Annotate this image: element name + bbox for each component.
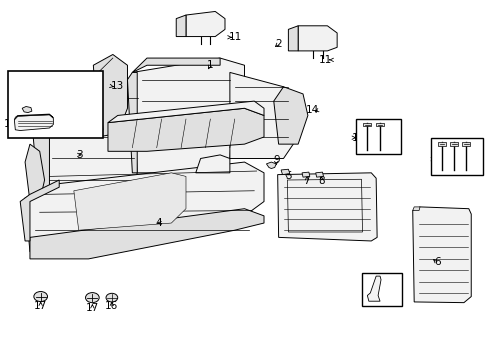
Text: 13: 13 [110,81,123,91]
Polygon shape [132,58,220,72]
Text: 11: 11 [228,32,242,42]
Circle shape [106,293,118,302]
Text: 15: 15 [157,133,170,143]
Polygon shape [185,12,224,37]
Polygon shape [229,72,293,158]
Circle shape [34,292,47,302]
Text: 17: 17 [34,301,47,311]
Polygon shape [108,101,264,123]
Polygon shape [195,155,229,173]
Polygon shape [412,207,419,211]
Text: 19: 19 [40,105,53,115]
Polygon shape [40,80,122,90]
Polygon shape [298,26,336,51]
Bar [8,71,103,138]
Bar [430,138,483,175]
Text: 2: 2 [275,39,282,49]
Text: 14: 14 [305,105,318,115]
Polygon shape [315,172,323,177]
Polygon shape [281,169,289,175]
Bar [355,119,400,154]
Text: 16: 16 [105,301,118,311]
Polygon shape [25,162,264,252]
Text: 17: 17 [85,303,99,314]
Polygon shape [302,172,309,177]
Text: 11: 11 [318,55,331,65]
Text: 4: 4 [155,218,161,228]
Circle shape [85,293,99,303]
Polygon shape [277,173,376,241]
Polygon shape [30,209,264,259]
Polygon shape [93,54,127,137]
Text: 8: 8 [318,176,324,186]
Text: 7: 7 [303,176,309,186]
Polygon shape [132,58,244,173]
Polygon shape [30,90,49,209]
Text: 1: 1 [206,60,213,70]
Text: 9: 9 [272,155,279,165]
Polygon shape [176,15,185,37]
Polygon shape [366,276,380,301]
Bar [462,142,469,145]
Polygon shape [14,114,53,120]
Polygon shape [14,115,53,131]
Bar [437,142,445,145]
Polygon shape [22,107,32,113]
Text: 10: 10 [365,284,378,294]
Polygon shape [288,26,298,51]
Polygon shape [108,108,264,151]
Polygon shape [273,87,307,144]
Polygon shape [40,80,147,209]
Text: 12: 12 [430,154,443,164]
Text: 6: 6 [433,257,440,267]
Polygon shape [266,162,276,168]
Text: 3: 3 [76,150,83,160]
Text: 18: 18 [4,120,17,129]
Polygon shape [412,207,470,303]
Polygon shape [20,180,59,241]
Bar [361,273,401,306]
Bar [449,142,457,145]
Text: 5: 5 [285,171,291,181]
Bar [363,123,370,126]
Polygon shape [74,173,185,230]
Text: 12: 12 [351,133,364,143]
Polygon shape [127,72,137,173]
Polygon shape [25,144,44,202]
Bar [375,123,383,126]
